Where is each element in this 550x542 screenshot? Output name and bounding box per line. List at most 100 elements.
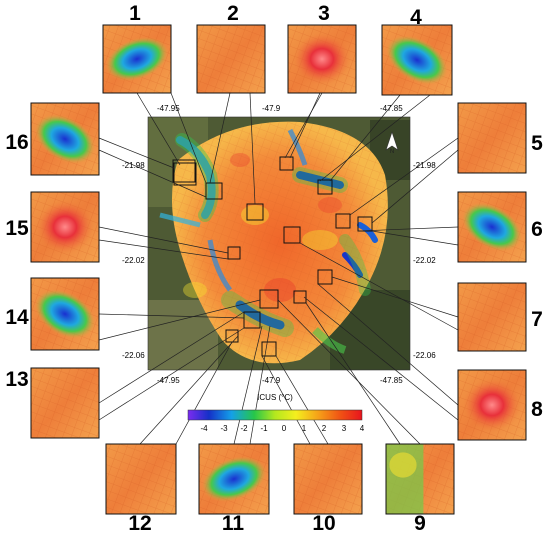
main-map-box-16 <box>173 162 197 186</box>
leader-line <box>357 226 459 232</box>
inset-2 <box>196 24 266 94</box>
leader-line <box>98 327 245 421</box>
main-map-box-1 <box>172 159 196 183</box>
lat-label-left-3: -22.06 <box>122 351 145 360</box>
inset-label-12: 12 <box>128 512 152 535</box>
inset-label-14: 14 <box>5 306 29 329</box>
colorbar-tick: 0 <box>281 424 287 433</box>
leader-line <box>289 92 321 159</box>
leader-line <box>261 355 311 445</box>
lon-label-top-1: -47.95 <box>157 104 180 113</box>
leader-line <box>233 325 263 445</box>
inset-8 <box>457 369 527 441</box>
inset-label-6: 6 <box>531 218 543 241</box>
inset-label-9: 9 <box>414 512 426 535</box>
inset-label-7: 7 <box>531 308 543 331</box>
inset-10 <box>293 443 363 515</box>
lat-label-right-2: -22.02 <box>413 256 436 265</box>
leader-line <box>329 94 401 182</box>
leader-line <box>98 311 245 404</box>
inset-label-3: 3 <box>318 2 330 25</box>
inset-label-11: 11 <box>221 512 245 535</box>
main-map-box-11 <box>259 289 279 309</box>
colorbar-tick: -3 <box>220 424 228 433</box>
inset-12 <box>105 443 177 515</box>
inset-11 <box>198 443 270 515</box>
main-map-box-8 <box>283 226 301 244</box>
leader-line <box>98 137 175 169</box>
inset-5 <box>457 102 527 174</box>
leader-line <box>98 313 245 319</box>
leader-line <box>275 355 329 445</box>
inset-14 <box>30 277 100 351</box>
main-map-box-6 <box>335 213 351 229</box>
leader-line <box>299 242 459 331</box>
lat-label-left-1: -21.98 <box>122 161 145 170</box>
inset-16 <box>30 102 100 176</box>
main-map <box>147 116 411 371</box>
main-map-box-12 <box>261 341 277 357</box>
leader-line <box>319 94 431 182</box>
inset-15 <box>30 191 100 263</box>
lon-label-top-3: -47.85 <box>380 104 403 113</box>
leader-line <box>98 226 229 254</box>
main-map-box-4 <box>279 156 294 171</box>
main-map-box-2 <box>205 182 223 200</box>
inset-label-16: 16 <box>5 131 29 154</box>
colorbar-title: ICUS (°C) <box>257 393 293 402</box>
inset-6 <box>457 191 527 263</box>
inset-label-10: 10 <box>312 512 336 535</box>
leader-line <box>303 296 459 421</box>
main-map-box-10 <box>293 290 307 304</box>
inset-1 <box>102 24 172 94</box>
lat-label-right-3: -22.06 <box>413 351 436 360</box>
leader-line <box>284 92 323 159</box>
inset-label-13: 13 <box>5 368 29 391</box>
leader-line <box>317 283 459 406</box>
leader-line <box>139 335 239 445</box>
main-map-box-5 <box>317 179 333 195</box>
leader-lines <box>98 92 459 445</box>
colorbar <box>187 409 363 421</box>
north-arrow-label: N <box>390 149 394 155</box>
colorbar-tick: -2 <box>240 424 248 433</box>
leader-line <box>371 230 459 246</box>
leader-line <box>277 299 421 445</box>
leader-line <box>98 239 229 260</box>
leader-line <box>98 299 261 341</box>
inset-thumbnails <box>30 24 527 515</box>
leader-line <box>170 92 207 184</box>
colorbar-tick: 3 <box>341 424 347 433</box>
leader-line <box>136 92 181 166</box>
inset-13 <box>30 367 100 439</box>
inset-3 <box>287 24 357 94</box>
inset-label-15: 15 <box>5 217 29 240</box>
inset-label-1: 1 <box>129 2 141 25</box>
inset-label-4: 4 <box>410 6 422 29</box>
inset-label-8: 8 <box>531 398 543 421</box>
leader-line <box>371 149 459 224</box>
leader-line <box>305 302 401 445</box>
lon-label-bottom-1: -47.95 <box>157 376 180 385</box>
main-map-box-14 <box>243 311 261 329</box>
leader-line <box>249 325 271 445</box>
leader-line <box>331 276 459 318</box>
leader-line <box>175 341 233 445</box>
colorbar-tick: -1 <box>260 424 268 433</box>
leader-line <box>209 92 231 184</box>
leader-line <box>349 137 459 216</box>
lon-label-bottom-2: -47.9 <box>262 376 281 385</box>
lon-label-top-2: -47.9 <box>262 104 281 113</box>
lat-label-right-1: -21.98 <box>413 161 436 170</box>
inset-label-5: 5 <box>531 132 543 155</box>
leader-line <box>98 149 207 198</box>
inset-label-2: 2 <box>227 2 239 25</box>
leader-line <box>249 92 256 205</box>
colorbar-tick: -4 <box>200 424 208 433</box>
colorbar-tick: 4 <box>359 424 365 433</box>
inset-4 <box>381 24 453 96</box>
lon-label-bottom-3: -47.85 <box>380 376 403 385</box>
colorbar-tick: 2 <box>321 424 327 433</box>
inset-9 <box>385 443 455 515</box>
